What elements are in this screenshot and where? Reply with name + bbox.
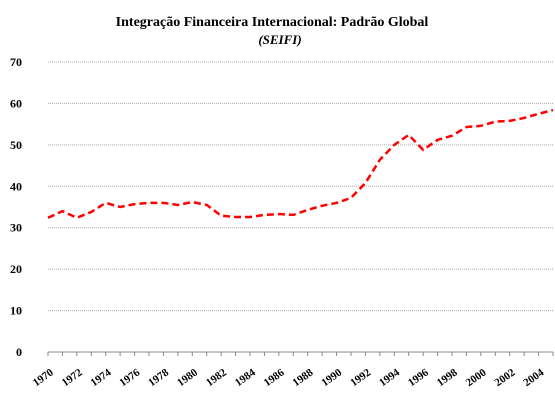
x-tick-label: 1998 (435, 366, 460, 389)
x-tick-label: 1978 (146, 366, 171, 389)
y-tick-label: 40 (10, 179, 22, 193)
y-tick-label: 30 (10, 221, 22, 235)
x-tick-label: 1988 (291, 366, 316, 389)
y-tick-label: 60 (10, 96, 22, 110)
x-tick-label: 1976 (117, 366, 142, 389)
x-tick-label: 1982 (204, 366, 229, 389)
data-line (47, 108, 554, 220)
x-tick-label: 1996 (406, 366, 431, 389)
y-tick-label: 70 (10, 55, 22, 69)
x-tick-label: 1992 (348, 366, 373, 389)
x-tick-label: 1980 (175, 366, 200, 389)
x-tick-label: 1972 (60, 366, 85, 389)
x-tick-label: 1986 (262, 366, 287, 389)
x-tick-label: 1994 (377, 366, 402, 389)
y-tick-label: 10 (10, 304, 22, 318)
x-tick-label: 1990 (319, 366, 344, 389)
y-tick-label: 20 (10, 262, 22, 276)
chart-title: Integração Financeira Internacional: Pad… (116, 15, 429, 30)
x-tick-label: 2000 (464, 366, 489, 389)
x-tick-label: 2004 (521, 366, 546, 389)
x-tick-label: 1974 (89, 366, 114, 389)
x-tick-label: 1984 (233, 366, 258, 389)
y-tick-label: 50 (10, 138, 22, 152)
chart-subtitle: (SEIFI) (258, 32, 301, 47)
x-tick-label: 2002 (493, 366, 518, 389)
y-tick-label: 0 (16, 345, 22, 359)
x-tick-label: 1970 (31, 366, 56, 389)
